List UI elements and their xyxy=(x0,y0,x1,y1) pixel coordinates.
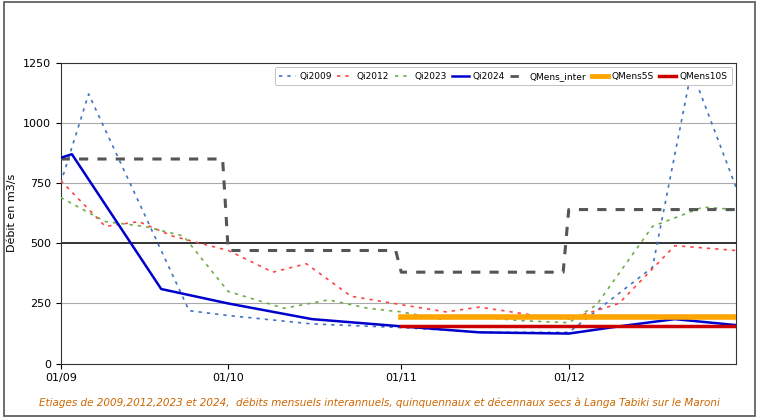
Legend: Qi2009, Qi2012, Qi2023, Qi2024, QMens_inter, QMens5S, QMens10S: Qi2009, Qi2012, Qi2023, Qi2024, QMens_in… xyxy=(275,67,732,85)
Text: Etiages de 2009,2012,2023 et 2024,  débits mensuels interannuels, quinquennaux e: Etiages de 2009,2012,2023 et 2024, débit… xyxy=(39,397,720,408)
Y-axis label: Débit en m3/s: Débit en m3/s xyxy=(8,174,17,252)
